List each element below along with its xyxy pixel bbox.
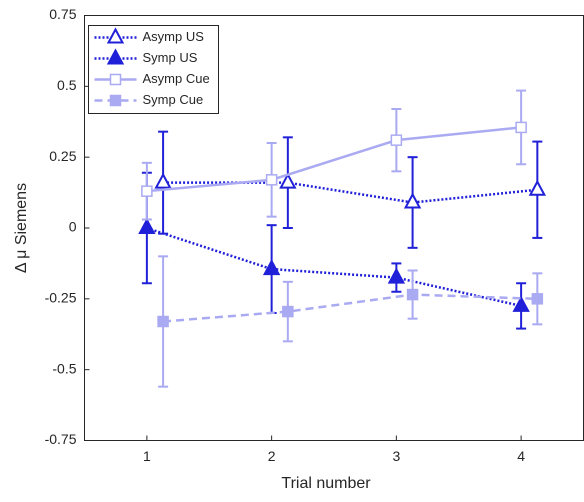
y-tick-label: 0.5 [57,77,77,93]
marker [387,267,406,284]
legend-label: Symp Cue [143,92,204,107]
marker [390,134,403,146]
y-tick-label: 0.25 [49,148,76,164]
marker [528,179,547,196]
x-tick-label: 2 [268,448,276,464]
marker [282,305,294,318]
legend-label: Symp US [143,50,198,65]
y-tick-label: -0.25 [45,290,77,306]
series-line [163,181,538,204]
marker [141,185,153,197]
x-tick-label: 4 [517,448,525,464]
marker [512,295,530,312]
x-tick-label: 3 [392,448,400,464]
marker [262,258,281,276]
series-line [146,226,522,308]
series-line [146,126,522,193]
x-tick-label: 1 [143,448,151,464]
marker [279,172,297,189]
x-axis-label: Trial number [281,475,371,492]
y-axis-label: Δ μ Siemens [13,183,30,273]
legend-marker [109,73,122,86]
marker [515,121,527,134]
legend-marker [109,94,122,107]
marker [157,315,169,328]
marker [406,288,419,301]
legend-marker [106,27,125,44]
legend-label: Asymp US [143,29,205,44]
marker [265,174,278,186]
series-line [162,293,538,323]
marker [154,172,172,189]
marker [138,217,156,234]
legend-label: Asymp Cue [143,71,210,86]
y-tick-label: 0.75 [49,6,76,22]
y-tick-label: -0.75 [45,431,77,447]
legend-marker [106,48,125,65]
y-tick-label: 0 [69,219,77,235]
y-tick-label: -0.5 [52,360,76,376]
marker [403,192,422,209]
marker [531,293,544,305]
